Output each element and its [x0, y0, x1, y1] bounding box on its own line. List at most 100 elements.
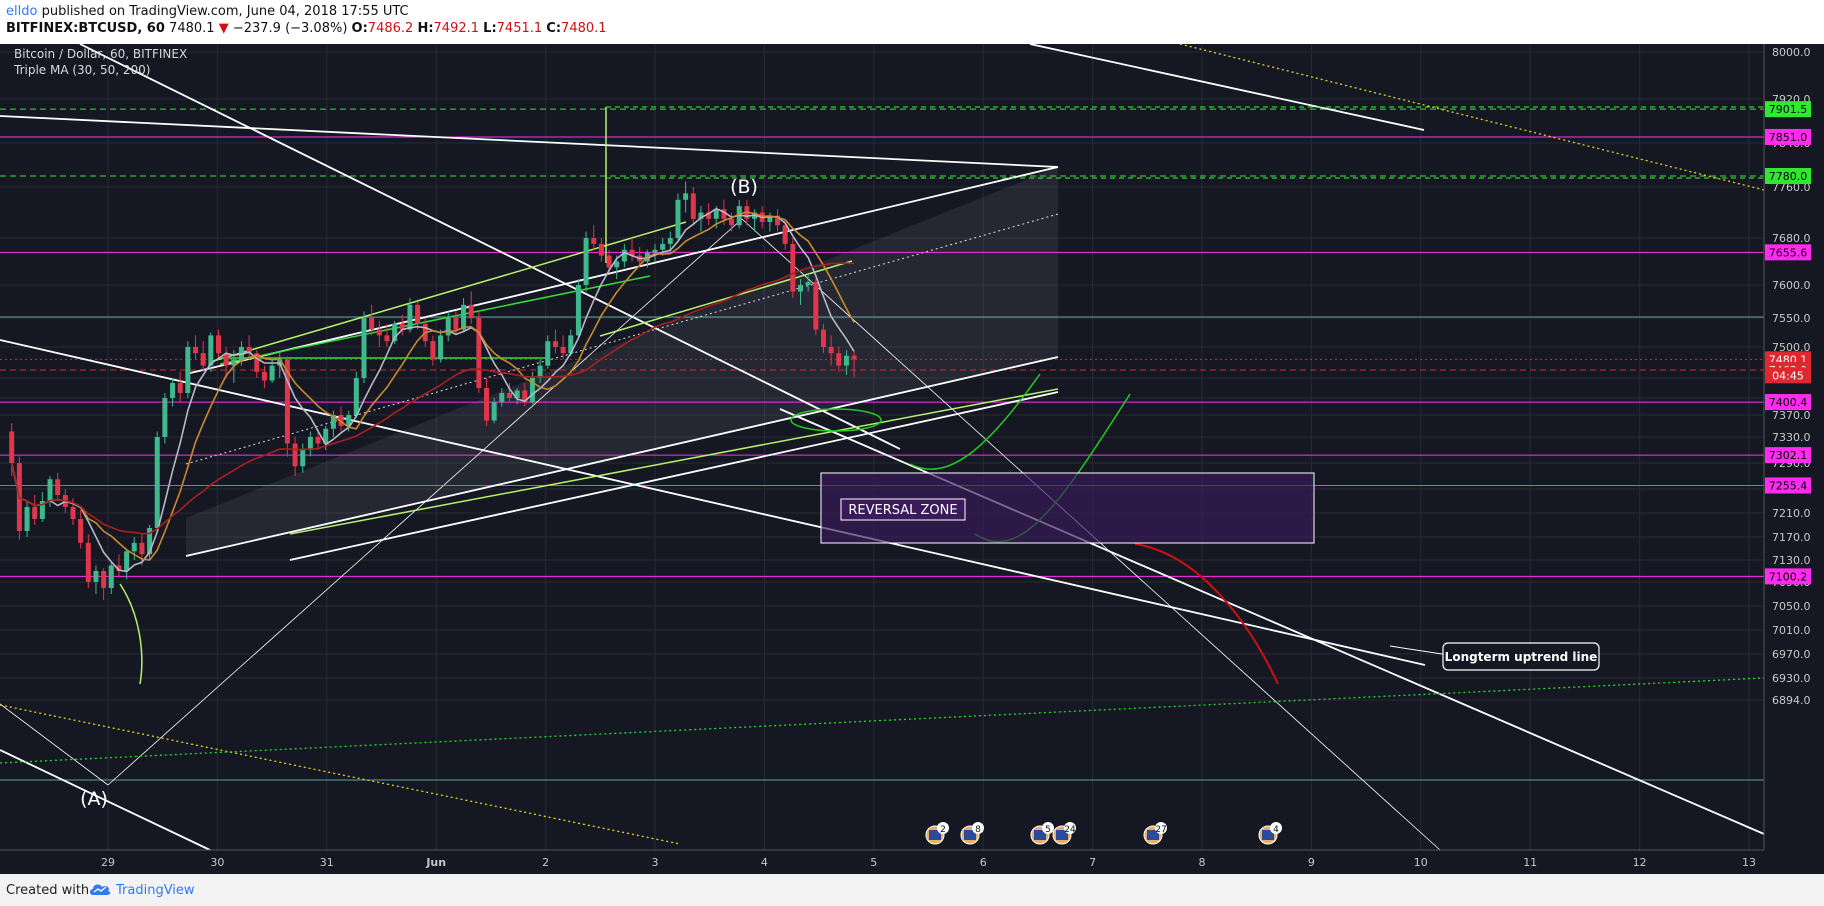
candle-body — [292, 443, 298, 467]
time-axis[interactable] — [0, 849, 1824, 874]
indicator-legend: Triple MA (30, 50, 200) — [13, 63, 150, 77]
candle-body — [591, 238, 597, 244]
candle-body — [85, 542, 91, 582]
drop-projection-path — [1134, 543, 1279, 685]
candle-body — [606, 255, 612, 268]
candle-body — [453, 318, 459, 330]
time-tick-label: 2 — [542, 856, 549, 869]
event-flag-fill — [1262, 830, 1274, 840]
author-link[interactable]: elldo — [6, 4, 38, 19]
candle-body — [147, 528, 153, 555]
publish-info: elldo published on TradingView.com, June… — [6, 4, 409, 19]
candle-body — [307, 437, 313, 450]
price-tick-label: 7370.0 — [1772, 409, 1811, 422]
candle-body — [384, 335, 390, 342]
price-level-tag — [1765, 101, 1811, 118]
candle-body — [729, 218, 735, 226]
price-level-tag — [1765, 568, 1811, 585]
candle-body — [506, 393, 512, 398]
price-tick-label: 6930.0 — [1772, 672, 1811, 685]
candle-body — [767, 215, 773, 223]
candle-body — [667, 238, 673, 244]
time-axis-ticks: 29 30 31 Jun 2 3 4 5 6 7 8 9 10 11 12 13 — [101, 856, 1756, 869]
tradingview-brand-link[interactable]: TradingView — [116, 883, 195, 898]
chart-background — [0, 44, 1824, 874]
event-count-text: 27 — [1155, 825, 1166, 835]
candle-body — [32, 507, 38, 519]
callout-text: Longterm uptrend line — [1445, 650, 1598, 664]
candle-body — [813, 282, 819, 330]
price-axis[interactable] — [1763, 44, 1824, 850]
price-tick-label: 7600.0 — [1772, 279, 1811, 292]
candle-body — [683, 193, 689, 200]
reversal-zone-label: REVERSAL ZONE — [848, 503, 957, 518]
candle-body — [47, 479, 53, 501]
candle-body — [9, 431, 15, 463]
time-tick-label: 8 — [1199, 856, 1206, 869]
candle-body — [392, 323, 398, 342]
candle-body — [775, 215, 781, 226]
event-count-text: 4 — [1273, 825, 1279, 835]
event-count-bubble — [1270, 822, 1282, 834]
reversal-zone-label-box — [840, 498, 966, 521]
open-label: O: — [351, 21, 368, 36]
candle-body — [721, 209, 727, 219]
high-value: 7492.1 — [433, 21, 480, 36]
candle-body — [843, 355, 849, 366]
created-with-text: Created with — [6, 883, 90, 898]
candle-body — [323, 428, 329, 444]
event-count-bubble — [972, 822, 984, 834]
candle-body — [621, 249, 627, 262]
price-level-tag — [1765, 128, 1811, 145]
trend-line — [107, 218, 743, 786]
candle-body — [484, 388, 490, 421]
candle-body — [560, 347, 566, 354]
price-tick-label: 7010.0 — [1772, 624, 1811, 637]
candle-body — [828, 347, 834, 354]
candle-body — [78, 519, 84, 543]
event-flag-fill — [1147, 830, 1159, 840]
event-flag-fill — [1056, 830, 1068, 840]
trend-line — [0, 339, 1426, 666]
candle-body — [629, 249, 635, 256]
price-level-tag-text: 7255.4 — [1769, 479, 1808, 492]
time-tick-label: 5 — [870, 856, 877, 869]
price-chart[interactable]: Bitcoin / Dollar, 60, BITFINEX Triple MA… — [0, 44, 1824, 874]
time-tick-label: 12 — [1633, 856, 1647, 869]
candle-body — [139, 542, 145, 555]
candle-body — [690, 193, 696, 219]
candle-body — [185, 347, 191, 393]
candle-body — [851, 355, 857, 360]
candle-body — [790, 243, 796, 292]
time-tick-label: 30 — [210, 856, 224, 869]
time-tick-label: 13 — [1742, 856, 1756, 869]
price-tick-label: 7500.0 — [1772, 341, 1811, 354]
price-tick-label: 8000.0 — [1772, 46, 1811, 59]
price-tick-label: 7330.0 — [1772, 431, 1811, 444]
event-flag-fill — [929, 830, 941, 840]
candle-body — [675, 199, 681, 238]
event-badges[interactable]: 2 8 5 24 27 4 — [925, 822, 1282, 845]
event-count-bubble — [937, 822, 949, 834]
publish-header: elldo published on TradingView.com, June… — [0, 0, 1824, 44]
candle-body — [491, 402, 497, 421]
price-tick-label: 7680.0 — [1772, 232, 1811, 245]
candle-body — [698, 212, 704, 219]
callout-box — [1442, 642, 1600, 671]
price-tick-label: 7050.0 — [1772, 600, 1811, 613]
trend-line — [0, 749, 211, 851]
candle-body — [162, 398, 168, 437]
footer: Created with TradingView — [0, 874, 1824, 906]
candle-body — [713, 209, 719, 219]
candle-body — [376, 329, 382, 336]
trend-line — [0, 115, 1059, 168]
price-level-tag — [1765, 244, 1811, 261]
candle-body — [575, 285, 581, 336]
candle-body — [438, 335, 444, 360]
price-tick-label: 7130.0 — [1772, 554, 1811, 567]
time-tick-label: 7 — [1089, 856, 1096, 869]
event-count-bubble — [1155, 822, 1167, 834]
candle-body — [200, 353, 206, 366]
tradingview-cloud-icon — [90, 884, 111, 895]
candle-body — [254, 353, 260, 372]
